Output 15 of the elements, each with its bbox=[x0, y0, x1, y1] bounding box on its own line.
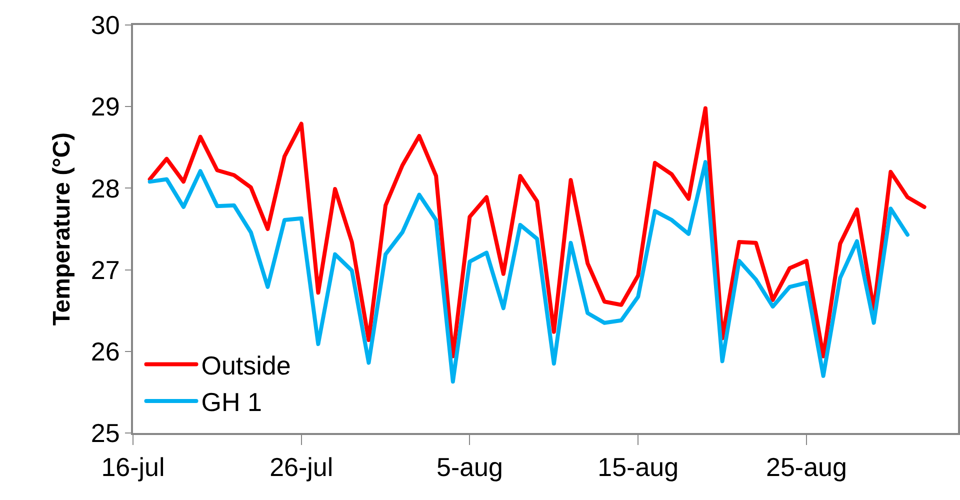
y-tick-label: 28 bbox=[90, 173, 120, 204]
y-tick-label: 25 bbox=[90, 418, 120, 448]
y-tick-label: 29 bbox=[90, 92, 120, 122]
y-tick-label: 26 bbox=[90, 336, 120, 366]
line-series bbox=[148, 160, 910, 384]
legend-label: Outside bbox=[201, 350, 291, 380]
y-axis-title: Temperature (°C) bbox=[48, 132, 76, 326]
x-tick-label: 26-jul bbox=[270, 452, 334, 482]
x-tick-label: 25-aug bbox=[766, 452, 847, 482]
y-tick-label: 27 bbox=[90, 254, 120, 285]
x-tick-label: 5-aug bbox=[436, 452, 503, 482]
y-tick-label: 30 bbox=[90, 10, 120, 40]
legend-label: GH 1 bbox=[201, 387, 262, 418]
x-tick-label: 15-aug bbox=[598, 452, 679, 482]
x-tick-label: 16-jul bbox=[101, 452, 165, 482]
